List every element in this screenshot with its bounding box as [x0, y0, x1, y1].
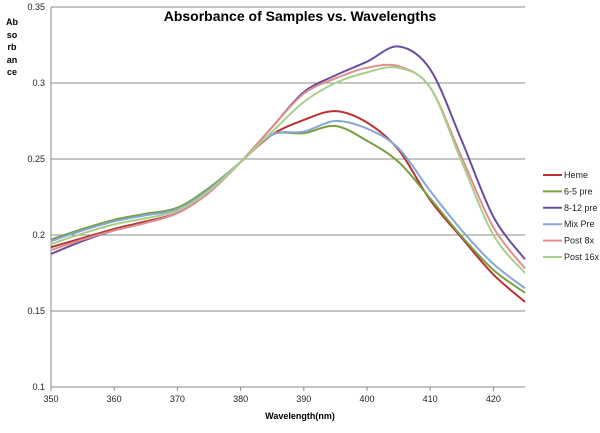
series-line-post-16x	[50, 66, 526, 274]
y-tick-label: 0.25	[27, 154, 45, 164]
legend-label: 6-5 pre	[564, 186, 593, 196]
legend-label: 8-12 pre	[564, 203, 598, 213]
y-axis-label: Absorbance	[6, 17, 18, 77]
x-axis-label: Wavelength(nm)	[265, 411, 335, 421]
legend-label: Mix Pre	[564, 219, 595, 229]
x-tick-label: 420	[486, 394, 501, 404]
y-tick-label: 0.3	[32, 78, 45, 88]
x-tick-label: 350	[43, 394, 58, 404]
legend-label: Heme	[564, 170, 588, 180]
x-tick-label: 360	[107, 394, 122, 404]
series-line-post-8x	[50, 63, 526, 270]
x-tick-label: 390	[296, 394, 311, 404]
x-tick-label: 400	[359, 394, 374, 404]
y-tick-label: 0.35	[27, 2, 45, 12]
series-line-6-5-pre	[50, 124, 526, 294]
y-tick-label: 0.2	[32, 230, 45, 240]
chart-title: Absorbance of Samples vs. Wavelengths	[164, 8, 437, 24]
y-tick-label: 0.15	[27, 306, 45, 316]
legend-label: Post 16x	[564, 252, 600, 262]
x-tick-label: 380	[233, 394, 248, 404]
series-line-heme	[50, 110, 526, 303]
x-tick-label: 410	[423, 394, 438, 404]
legend-label: Post 8x	[564, 236, 595, 246]
y-tick-label: 0.1	[32, 382, 45, 392]
series-line-mix-pre	[50, 119, 526, 289]
x-tick-label: 370	[170, 394, 185, 404]
